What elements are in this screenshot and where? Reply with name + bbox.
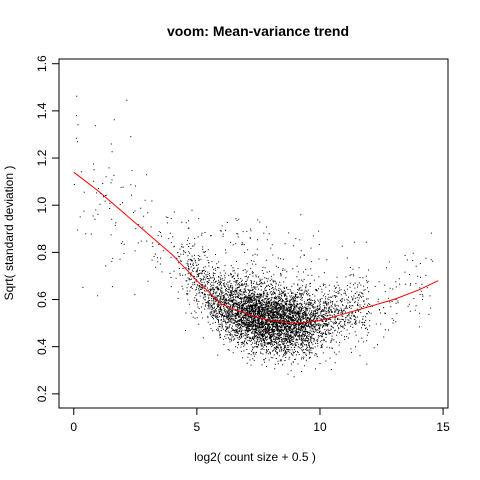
y-tick-label: 1.4 bbox=[35, 102, 49, 119]
y-tick-label: 1.2 bbox=[35, 149, 49, 166]
scatter-points bbox=[73, 95, 434, 378]
x-axis: 0 5 10 15 bbox=[70, 407, 450, 434]
y-axis: 0.2 0.4 0.6 0.8 1.0 1.2 1.4 1.6 bbox=[35, 55, 60, 402]
y-tick-label: 0.2 bbox=[35, 385, 49, 402]
x-tick-label: 5 bbox=[194, 420, 201, 434]
scatter-point-cloud bbox=[73, 95, 434, 378]
y-tick-label: 0.8 bbox=[35, 244, 49, 261]
trend-layer bbox=[73, 171, 439, 324]
y-tick-label: 1.6 bbox=[35, 55, 49, 72]
trend-line bbox=[73, 171, 439, 324]
y-tick-label: 0.4 bbox=[35, 338, 49, 355]
chart-title: voom: Mean-variance trend bbox=[167, 23, 349, 39]
x-tick-label: 15 bbox=[436, 420, 450, 434]
y-tick-label: 1.0 bbox=[35, 197, 49, 214]
y-axis-label: Sqrt( standard deviation ) bbox=[2, 166, 16, 301]
y-tick-label: 0.6 bbox=[35, 291, 49, 308]
x-axis-label: log2( count size + 0.5 ) bbox=[194, 450, 316, 464]
x-tick-label: 10 bbox=[313, 420, 327, 434]
x-tick-label: 0 bbox=[70, 420, 77, 434]
